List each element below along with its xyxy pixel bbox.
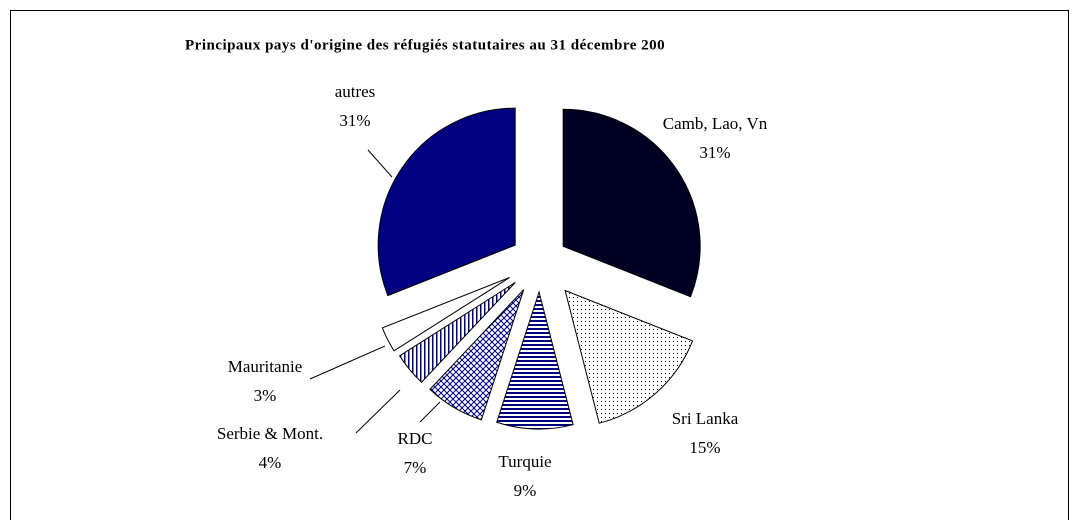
slice-label: Turquie	[498, 452, 551, 471]
pie-slice	[398, 281, 516, 383]
chart-title: Principaux pays d'origine des réfugiés s…	[185, 37, 665, 53]
slice-label: autres	[335, 82, 376, 101]
slice-label: Sri Lanka	[672, 409, 739, 428]
slice-value: 9%	[514, 481, 537, 500]
slice-label: Camb, Lao, Vn	[663, 114, 768, 133]
frame	[10, 10, 1069, 520]
pie-slice	[496, 290, 574, 430]
slice-label: Serbie & Mont.	[217, 424, 323, 443]
pie-slice	[377, 107, 516, 297]
pie-slice	[429, 289, 525, 421]
leaders	[309, 149, 441, 434]
slice-value: 4%	[259, 453, 282, 472]
pie-slice	[562, 108, 701, 298]
slice-label: RDC	[398, 429, 433, 448]
slice-value: 31%	[339, 111, 370, 130]
slice-value: 31%	[699, 143, 730, 162]
slice-value: 15%	[689, 438, 720, 457]
slice-label: Mauritanie	[228, 357, 303, 376]
pie-slice	[564, 289, 694, 424]
slice-value: 7%	[404, 458, 427, 477]
pie-slice	[381, 276, 510, 352]
slice-value: 3%	[254, 386, 277, 405]
